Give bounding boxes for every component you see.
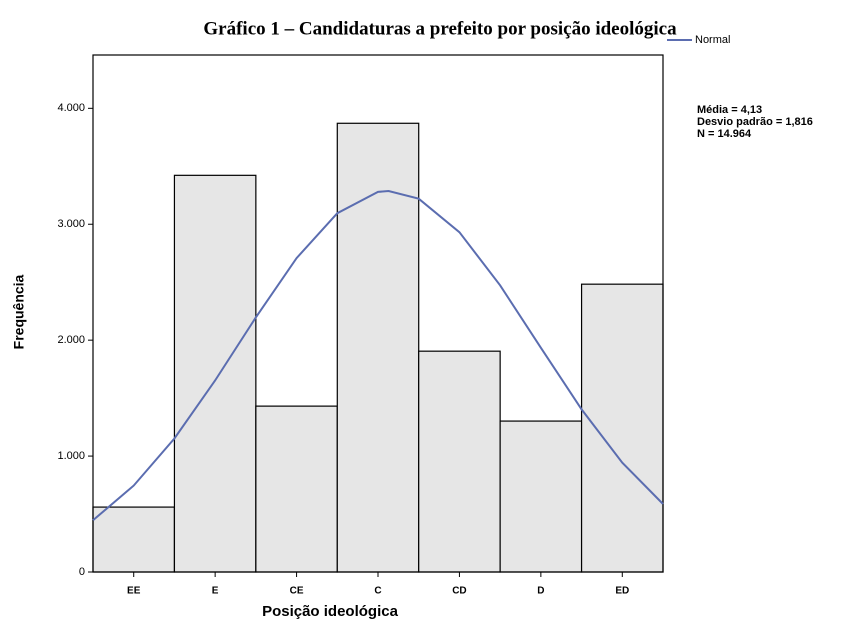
bar (580, 283, 664, 573)
bar (92, 506, 176, 573)
bar (418, 350, 501, 573)
y-tick-label: 1.000 (57, 450, 85, 462)
x-tick-label: C (374, 586, 381, 597)
annotation: Média = 4,13 (697, 104, 762, 116)
x-tick-label: CD (452, 586, 466, 597)
y-tick-label: 4.000 (57, 102, 85, 114)
annotation: Desvio padrão = 1,816 (697, 116, 813, 128)
chart-title: Gráfico 1 – Candidaturas a prefeito por … (203, 18, 677, 39)
annotation: N = 14.964 (697, 128, 752, 140)
y-axis-label: Frequência (11, 274, 27, 349)
y-tick-label: 2.000 (57, 334, 85, 346)
plot-frame (92, 54, 664, 573)
bar (173, 174, 257, 573)
normal-curve (92, 189, 664, 522)
bar (499, 420, 583, 573)
x-tick-label: D (537, 586, 544, 597)
x-tick-label: EE (127, 586, 141, 597)
x-tick-label: CE (290, 586, 304, 597)
y-tick-label: 3.000 (57, 218, 85, 230)
legend-label: Normal (695, 34, 730, 46)
x-axis-label: Posição ideológica (262, 603, 399, 620)
bar (255, 405, 338, 573)
bar (336, 122, 420, 573)
x-tick-label: E (212, 586, 219, 597)
x-tick-label: ED (615, 586, 629, 597)
y-tick-label: 0 (79, 566, 85, 578)
